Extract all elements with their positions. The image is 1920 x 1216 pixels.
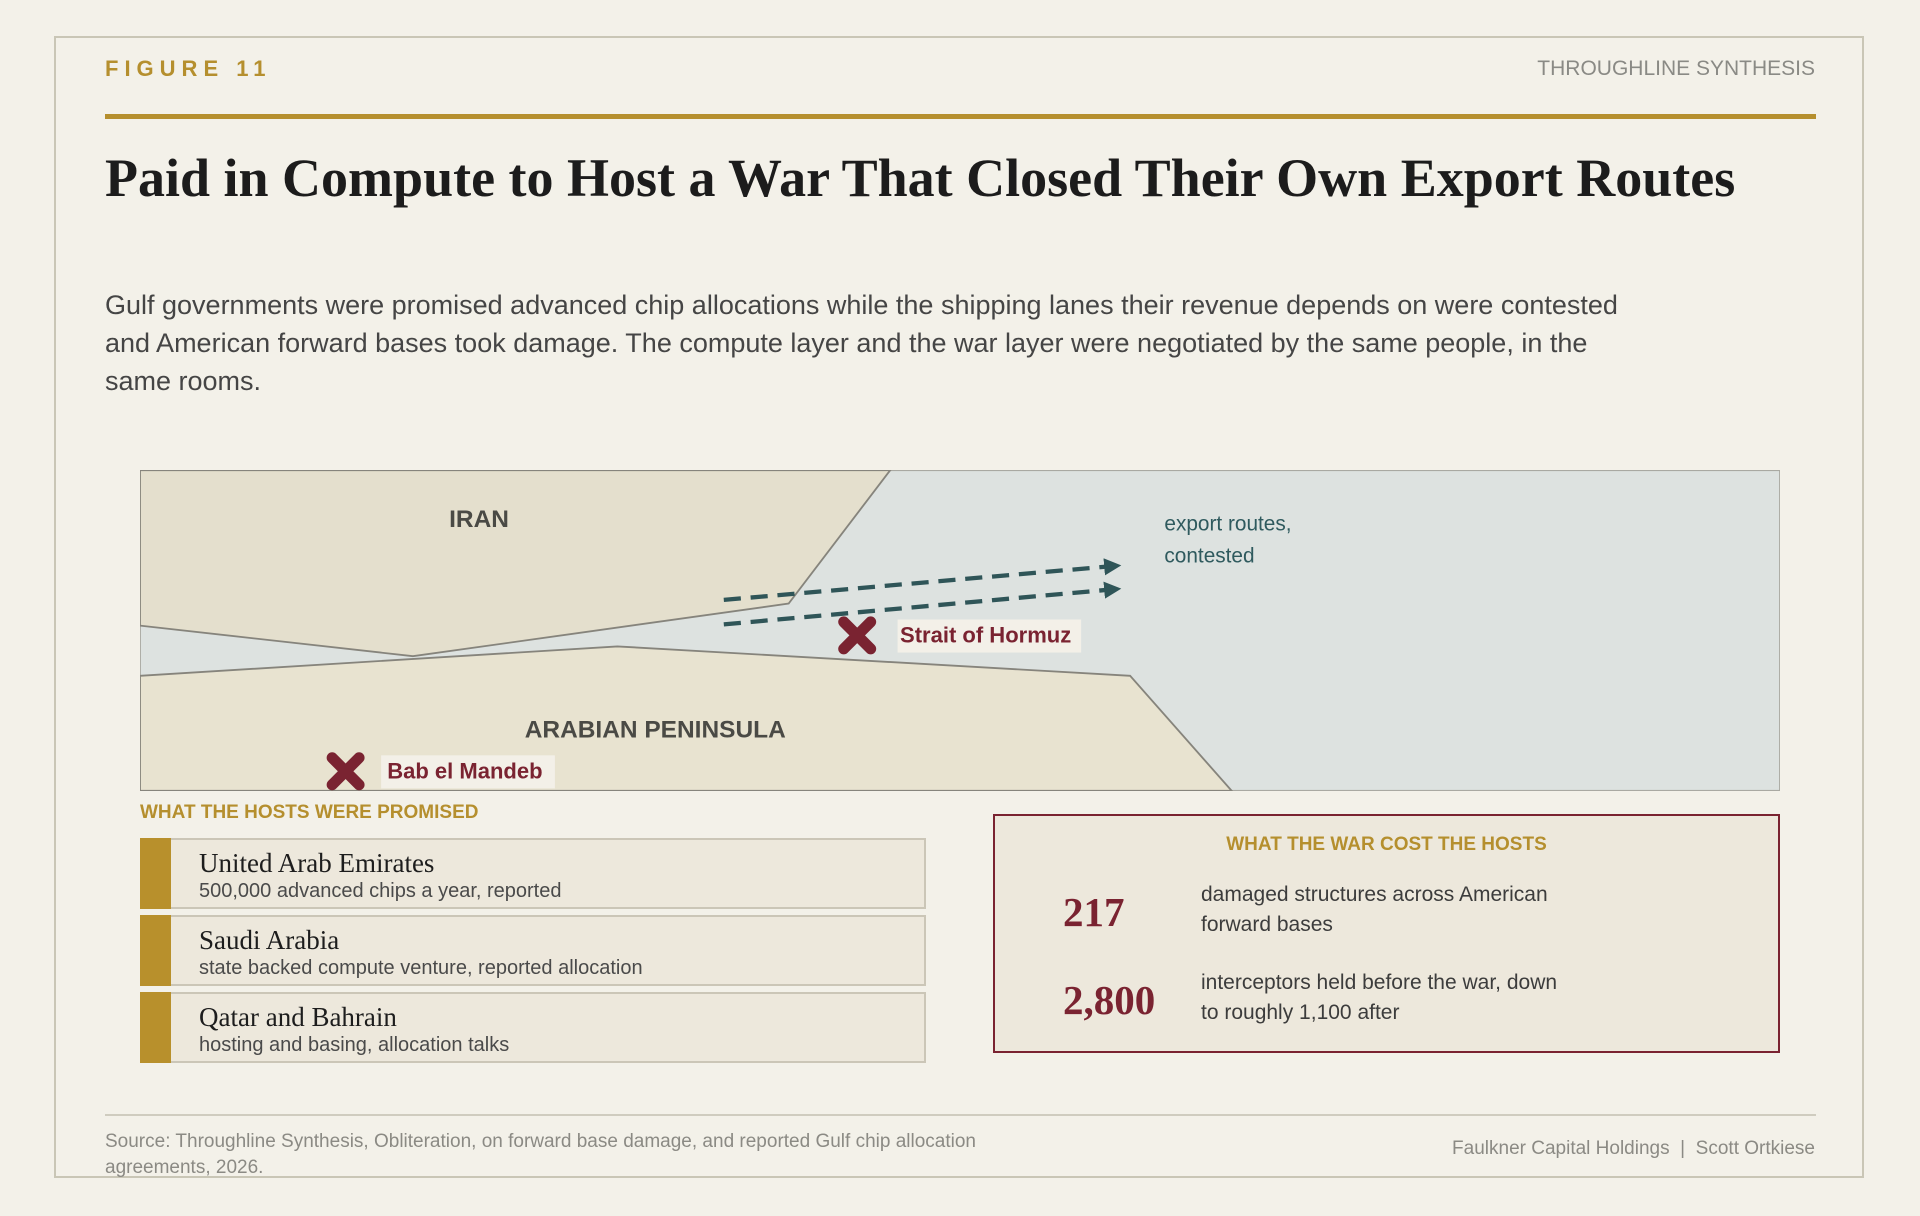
routes-label: export routes, [1164, 513, 1291, 536]
route-arrow [723, 558, 1122, 603]
card-accent [140, 838, 171, 909]
subtitle: Gulf governments were promised advanced … [105, 290, 1618, 396]
promise-card: United Arab Emirates 500,000 advanced ch… [140, 838, 926, 909]
arabia-land [140, 645, 1234, 791]
cross-icon [326, 752, 365, 791]
title: Paid in Compute to Host a War That Close… [105, 148, 1736, 208]
promise-card: Saudi Arabia state backed compute ventur… [140, 915, 926, 986]
marker-label: Strait of Hormuz [900, 622, 1071, 647]
card-name: Qatar and Bahrain [199, 1002, 397, 1032]
card-accent [140, 915, 171, 986]
iran-land [140, 470, 892, 658]
card-name: Saudi Arabia [199, 925, 340, 955]
label-box [897, 619, 1082, 653]
card-name: United Arab Emirates [199, 848, 435, 878]
card-accent [140, 992, 171, 1063]
credits: Faulkner Capital Holdings | Scott Ortkie… [1452, 1138, 1815, 1160]
separator: | [1674, 1138, 1691, 1159]
map: IRAN ARABIAN PENINSULA export routes, co… [140, 470, 1780, 791]
route-arrow [723, 581, 1122, 627]
routes-label: contested [1164, 545, 1254, 568]
cross-icon [838, 616, 877, 655]
credit: Faulkner Capital Holdings [1452, 1138, 1670, 1159]
cost-panel: WHAT THE WAR COST THE HOSTS 217 damaged … [993, 814, 1780, 1053]
card-detail: hosting and basing, allocation talks [199, 1034, 510, 1056]
stat-value: 217 [1063, 889, 1125, 935]
region-label: IRAN [449, 506, 509, 533]
section-heading: WHAT THE HOSTS WERE PROMISED [140, 802, 479, 823]
region-label: ARABIAN PENINSULA [525, 716, 786, 743]
card-detail: state backed compute venture, reported a… [199, 957, 643, 979]
marker-label: Bab el Mandeb [387, 758, 542, 783]
header-rule [105, 114, 1816, 119]
marker: Bab el Mandeb [326, 752, 555, 791]
publisher: THROUGHLINE SYNTHESIS [1537, 57, 1815, 80]
marker: Strait of Hormuz [838, 616, 1082, 655]
section-heading: WHAT THE WAR COST THE HOSTS [1226, 834, 1547, 855]
stat-text: damaged structures across American forwa… [1201, 883, 1548, 936]
figure-label: FIGURE 11 [105, 56, 272, 81]
stat-text: interceptors held before the war, down t… [1201, 971, 1558, 1024]
credit: Scott Ortkiese [1695, 1138, 1815, 1159]
card-detail: 500,000 advanced chips a year, reported [199, 880, 562, 902]
stat-value: 2,800 [1063, 977, 1156, 1023]
source-note: Source: Throughline Synthesis, Obliterat… [105, 1131, 976, 1178]
frame [54, 36, 1864, 1178]
label-box [381, 755, 555, 789]
promise-card: Qatar and Bahrain hosting and basing, al… [140, 992, 926, 1063]
footer-rule [105, 1114, 1816, 1116]
